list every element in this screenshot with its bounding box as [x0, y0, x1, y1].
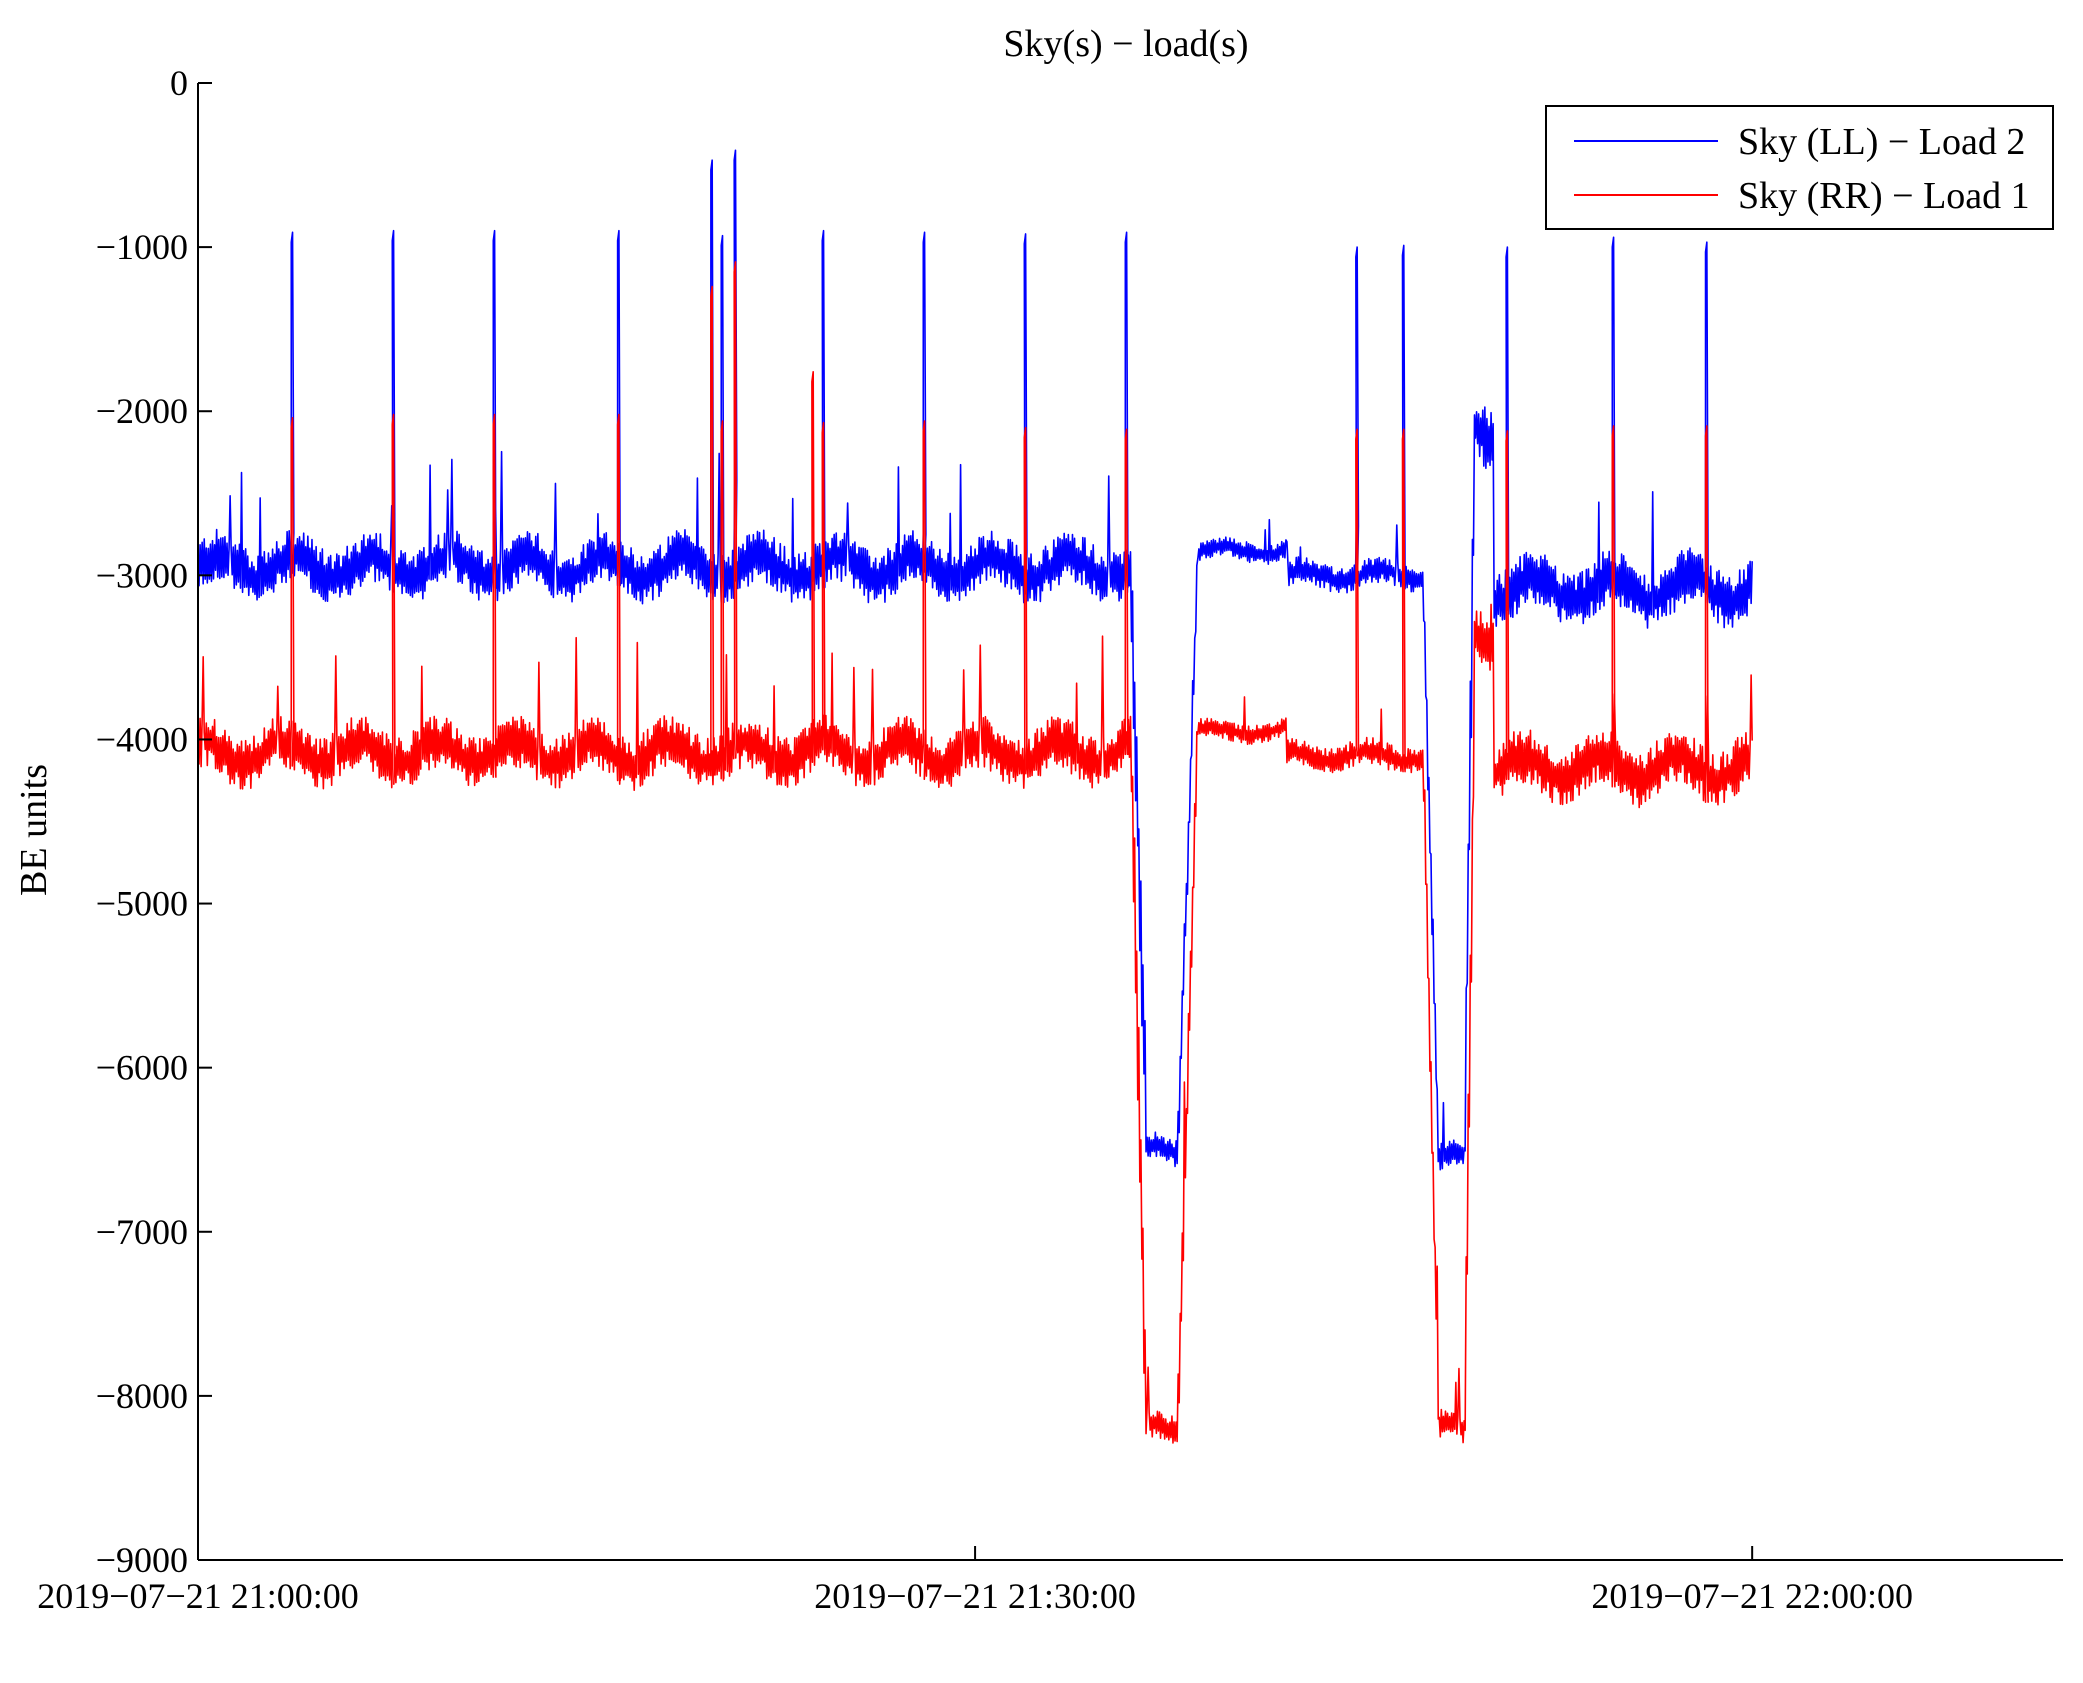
- legend-label-1: Sky (LL) − Load 2: [1738, 121, 2025, 163]
- y-tick-label: −8000: [96, 1376, 188, 1416]
- y-tick-label: −3000: [96, 555, 188, 595]
- y-tick-label: 0: [170, 63, 188, 103]
- y-tick-label: −6000: [96, 1048, 188, 1088]
- series-line-1: [197, 149, 1753, 1171]
- y-tick-label: −7000: [96, 1212, 188, 1252]
- y-axis-label: BE units: [13, 764, 55, 896]
- series-layer: [197, 149, 1753, 1444]
- x-tick-label: 2019−07−21 21:00:00: [37, 1576, 359, 1616]
- chart-title: Sky(s) − load(s): [1003, 23, 1248, 65]
- x-tick-label: 2019−07−21 22:00:00: [1591, 1576, 1913, 1616]
- y-tick-label: −4000: [96, 719, 188, 759]
- y-tick-label: −9000: [96, 1540, 188, 1580]
- legend-box: [1545, 105, 2054, 230]
- y-tick-label: −1000: [96, 227, 188, 267]
- y-tick-label: −2000: [96, 391, 188, 431]
- series-line-2: [197, 261, 1753, 1444]
- axes: 0 −1000 −2000 −3000 −4000 −5000 −6000 −7000 −800…: [37, 63, 2063, 1616]
- legend: Sky (LL) − Load 2 Sky (RR) − Load 1: [1545, 105, 2054, 230]
- legend-label-2: Sky (RR) − Load 1: [1738, 175, 2030, 217]
- y-tick-label: −5000: [96, 884, 188, 924]
- x-tick-label: 2019−07−21 21:30:00: [814, 1576, 1136, 1616]
